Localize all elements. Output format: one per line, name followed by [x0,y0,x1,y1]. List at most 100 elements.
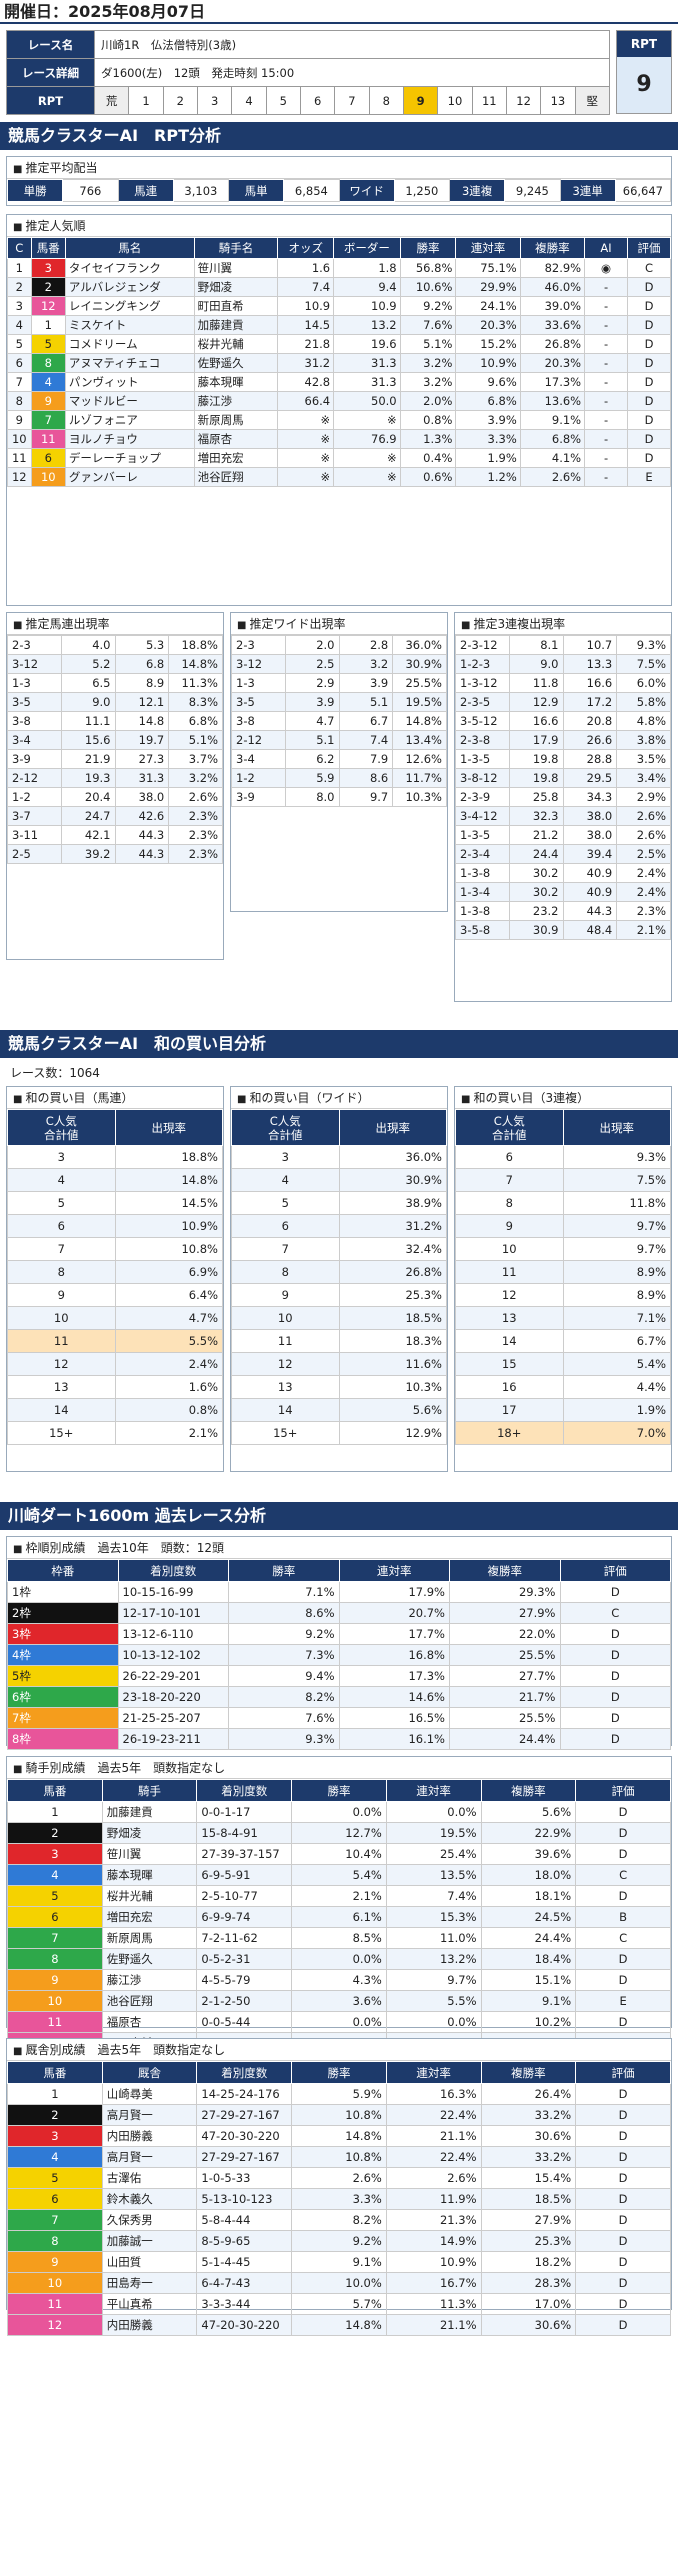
table-cell: 3.5% [616,749,671,769]
pop-cell: 3.3% [455,429,521,449]
table-row: 3 36.0% [231,1145,447,1169]
pop-cell: タイセイフランク [64,258,195,278]
pop-cell: C [627,258,671,278]
stat-cell: 8.2% [291,2209,387,2231]
table-cell: 44.3 [114,844,170,864]
stat-cell: 2-1-2-50 [196,1990,293,2012]
pop-cell: 13.6% [519,391,586,411]
pop-cell: D [627,334,671,354]
table-cell: 3-5 [231,692,286,712]
pop-header-5: ボーダー [333,237,401,259]
stat-cell: 10.0% [291,2272,387,2294]
table-cell: 9.7 [338,787,394,807]
stat-cell: 10.8% [291,2146,387,2168]
stat-cell: 6枠 [7,1686,119,1708]
sum-trio-title: 和の買い目（3連複） [455,1087,671,1109]
table-cell: 40.9 [562,882,618,902]
stat-cell: 27-29-27-167 [196,2104,293,2126]
table-cell: 8.3% [168,692,223,712]
pop-cell: ※ [277,410,335,430]
stat-header-2: 勝率 [228,1559,340,1582]
table-cell: 1-3-8 [455,863,510,883]
table-row: 10 田島寿一 6-4-7-43 10.0% 16.7% 28.3% D [7,2272,671,2294]
payout-type-4: 3連複 [448,179,506,202]
table-row: 2-3-4 24.4 39.4 2.5% [455,844,671,864]
table-cell: 3-5 [7,692,62,712]
sum-key: 14 [231,1398,340,1422]
stat-cell: 15-8-4-91 [196,1822,293,1844]
table-cell: 24.7 [60,806,116,826]
rpt-scale-7: 7 [334,86,370,115]
payout-type-1: 馬連 [117,179,174,202]
stat-header-5: 複勝率 [480,1779,577,1802]
stat-cell: 福原杏 [101,2011,198,2033]
table-row: 4 1 ミスケイト 加藤建貢 14.5 13.2 7.6% 20.3% 33.6% - D [7,315,671,335]
sum-key: 7 [7,1237,116,1261]
sum-rate: 5.5% [114,1329,223,1353]
stat-cell: 24.4% [480,1927,577,1949]
stat-cell: 5-8-4-44 [196,2209,293,2231]
sum-key: 4 [231,1168,340,1192]
table-row: 4枠 10-13-12-102 7.3% 16.8% 25.5% D [7,1644,671,1666]
table-row: 3-12 5.2 6.8 14.8% [7,654,223,674]
table-cell: 3.9 [338,673,394,693]
pop-header-3: 騎手名 [193,237,279,259]
table-row: 3 12 レイニングキング 町田直希 10.9 10.9 9.2% 24.1% 39.0% - D [7,296,671,316]
table-row: 5 古澤佑 1-0-5-33 2.6% 2.6% 15.4% D [7,2167,671,2189]
table-cell: 2.0 [284,635,340,655]
table-row: 3-5-8 30.9 48.4 2.1% [455,920,671,940]
pop-cell: 0.6% [399,467,457,487]
pop-cell: 佐野遥久 [193,353,279,373]
table-row: 6 31.2% [231,1214,447,1238]
stat-header-4: 連対率 [385,1779,482,1802]
stat-cell: D [575,2230,671,2252]
stat-cell: 池谷匠翔 [101,1990,198,2012]
stat-cell: 7 [7,2209,103,2231]
table-row: 7 32.4% [231,1237,447,1261]
sum-rate: 10.8% [114,1237,223,1261]
sum-key: 8 [455,1191,564,1215]
pop-cell: アヌマティチェコ [64,353,195,373]
sum-rate: 9.3% [562,1145,671,1169]
table-cell: 3-12 [231,654,286,674]
stat-cell: 26.4% [480,2083,577,2105]
table-row: 3-8-12 19.8 29.5 3.4% [455,768,671,788]
stat-cell: D [575,1948,671,1970]
table-cell: 9.3% [616,635,671,655]
stat-cell: D [575,2125,671,2147]
stat-cell: 15.3% [385,1906,482,1928]
table-cell: 4.0 [60,635,116,655]
table-row: 1-3-12 11.8 16.6 6.0% [455,673,671,693]
pop-cell: 加藤建貢 [193,315,279,335]
pop-cell: D [627,277,671,297]
table-cell: 21.9 [60,749,116,769]
sum-key: 12 [7,1352,116,1376]
stat-cell: 10.8% [291,2104,387,2126]
table-row: 3-5 3.9 5.1 19.5% [231,692,447,712]
table-row: 6枠 23-18-20-220 8.2% 14.6% 21.7% D [7,1686,671,1708]
stat-cell: 27-39-37-157 [196,1843,293,1865]
table-cell: 8.6 [338,768,394,788]
race-date: 開催日：2025年08月07日 [0,0,678,24]
pop-cell: 5 [7,334,32,354]
table-cell: 28.8 [562,749,618,769]
pop-cell: 3.2% [399,353,457,373]
pop-cell: - [584,334,629,354]
stat-cell: 28.3% [480,2272,577,2294]
stat-cell: D [559,1644,671,1666]
pop-cell: 0.4% [399,448,457,468]
stat-cell: 7枠 [7,1707,119,1729]
stat-cell: D [575,2146,671,2168]
table-row: 6 鈴木義久 5-13-10-123 3.3% 11.9% 18.5% D [7,2188,671,2210]
pop-cell: 10.9 [333,296,401,316]
pop-cell: 1.2% [455,467,521,487]
table-cell: 44.3 [114,825,170,845]
stat-cell: 21-25-25-207 [117,1707,229,1729]
stat-cell: 13-12-6-110 [117,1623,229,1645]
pop-header-0: C [7,237,32,259]
table-row: 3-4 15.6 19.7 5.1% [7,730,223,750]
stat-cell: 0.0% [385,1801,482,1823]
pop-cell: ※ [333,448,401,468]
sum-rate: 6.4% [114,1283,223,1307]
table-cell: 31.3 [114,768,170,788]
